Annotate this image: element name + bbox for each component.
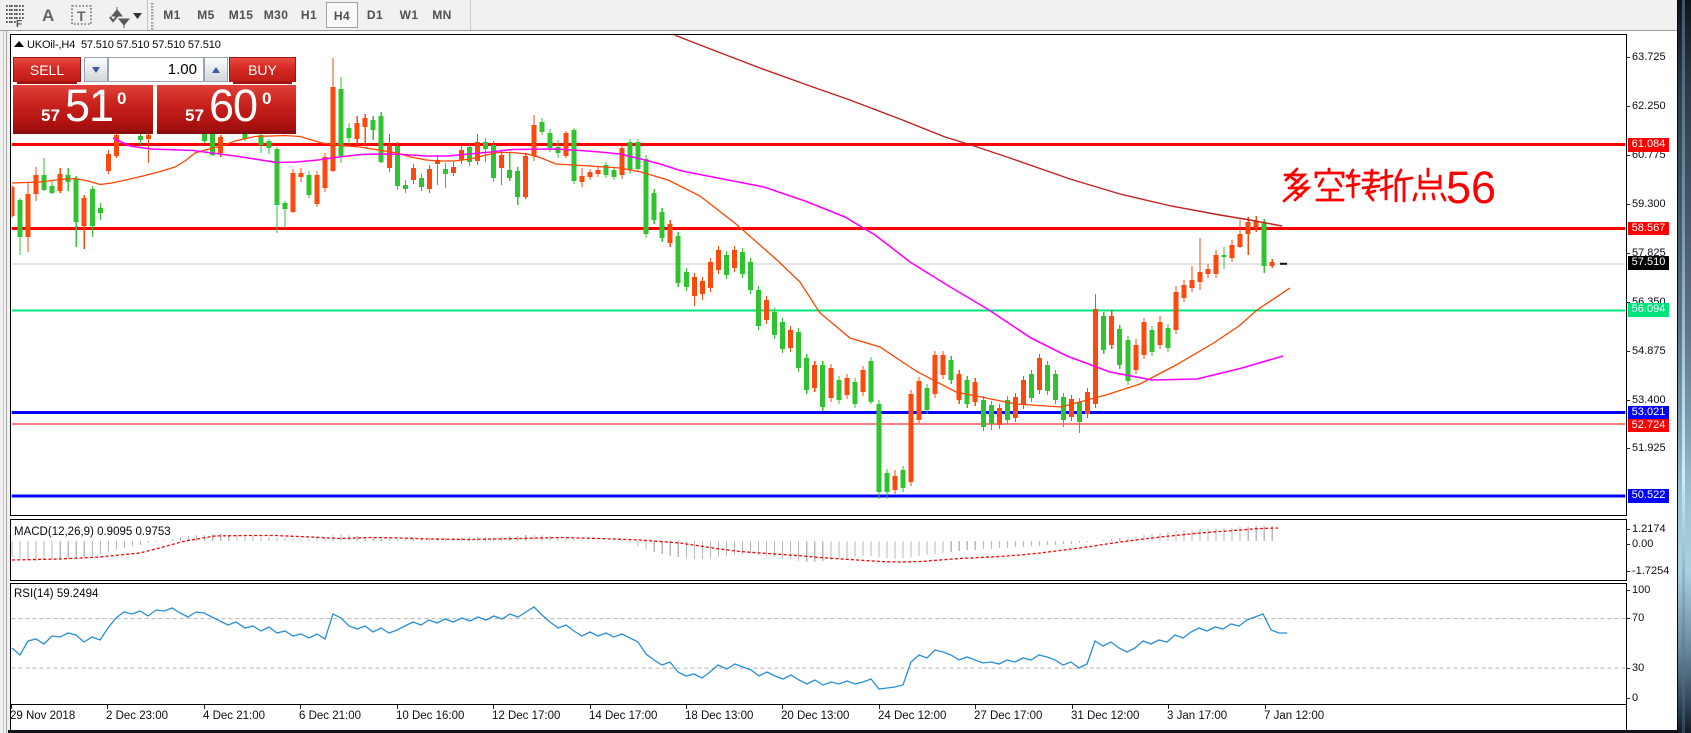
svg-text:A: A: [42, 6, 54, 25]
svg-text:T: T: [77, 8, 86, 24]
svg-text:F: F: [16, 19, 22, 30]
